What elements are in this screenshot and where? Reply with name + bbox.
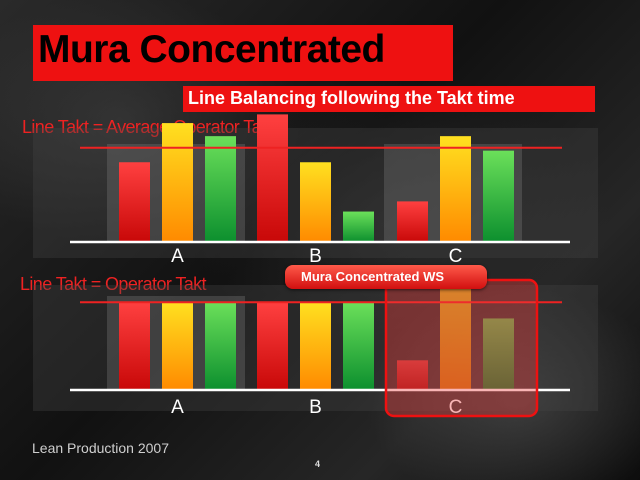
chart-2-category-label-C: C [449, 397, 463, 418]
chart-2-category-label-B: B [309, 397, 322, 418]
subtitle-banner [183, 86, 595, 112]
chart-1-title: Line Takt = Average Operator Takt [22, 117, 274, 137]
chart-2-bar-C-1 [397, 360, 428, 390]
page-title: Mura Concentrated [38, 28, 385, 71]
chart-1-category-label-B: B [309, 246, 322, 267]
chart-2-bar-A-2 [162, 302, 193, 390]
chart-2-title: Line Takt = Operator Takt [20, 274, 207, 294]
chart-2-highlight-box [384, 278, 539, 418]
footer-text: Lean Production 2007 [32, 440, 169, 456]
chart-1-category-label-A: A [171, 246, 184, 267]
chart-2-bar-B-2 [300, 302, 331, 390]
chart-2-bar-A-1 [119, 302, 150, 390]
chart-1-bar-A-3 [205, 136, 236, 242]
page-subtitle: Line Balancing following the Takt time [188, 88, 515, 108]
chart-2-bar-C-3 [483, 318, 514, 390]
mura-badge [285, 265, 487, 289]
chart-2-bar-A-3 [205, 302, 236, 390]
chart-1-bar-B-2 [300, 162, 331, 242]
chart-1-bar-A-2 [162, 123, 193, 242]
chart-1-bar-C-3 [483, 150, 514, 242]
chart-1-bar-C-2 [440, 136, 471, 242]
page-number: 4 [315, 459, 321, 469]
chart-1-bar-B-1 [257, 114, 288, 242]
chart-1-bar-B-3 [343, 211, 374, 242]
chart-2-category-label-A: A [171, 397, 184, 418]
chart-1-bar-C-1 [397, 201, 428, 242]
mura-badge-label: Mura Concentrated WS [301, 269, 445, 284]
chart-2-bar-B-1 [257, 302, 288, 390]
chart-2-bar-B-3 [343, 302, 374, 390]
chart-1-category-label-C: C [449, 246, 463, 267]
chart-2-bar-C-2 [440, 279, 471, 390]
chart-1-bar-A-1 [119, 162, 150, 242]
title-banner [33, 25, 453, 81]
